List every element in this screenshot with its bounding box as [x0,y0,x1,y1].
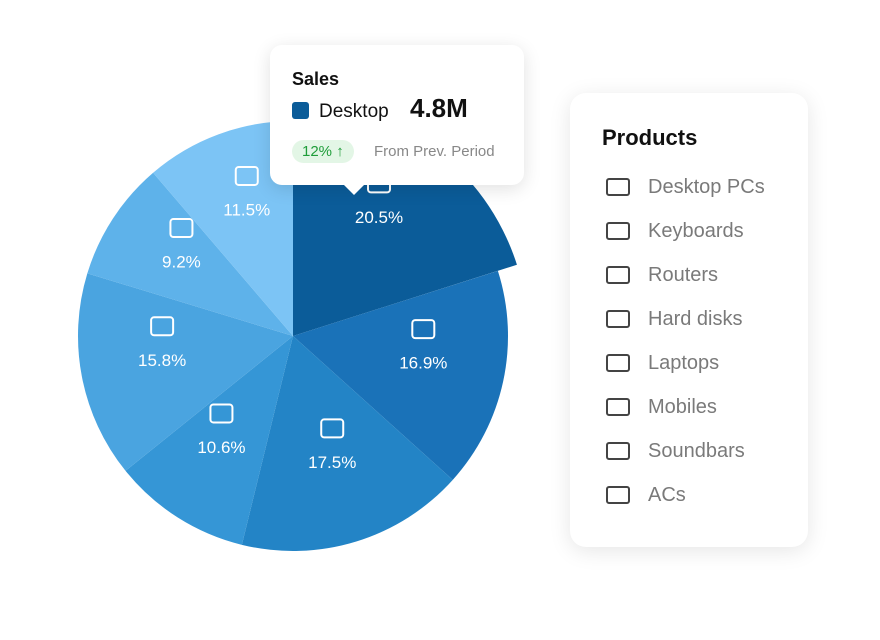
slice-label: 16.9% [399,354,447,373]
product-name: Desktop PCs [648,175,765,198]
product-icon [606,266,630,284]
product-item: ACs [606,483,686,507]
slice-label: 17.5% [308,453,356,472]
slice-label: 9.2% [162,253,201,272]
tooltip-change: 12% ↑ [292,140,354,163]
products-panel: Products Desktop PCs Keyboards Routers Hard… [570,93,808,547]
slice-label: 10.6% [197,438,245,457]
product-name: ACs [648,483,686,506]
product-name: Laptops [648,351,720,374]
product-icon [606,178,630,196]
slice-label: 11.5% [223,200,270,219]
slice-icon [169,218,194,239]
pie-slice [125,336,293,545]
slice-icon [320,418,345,439]
pie-slice [293,270,508,480]
slice-icon [411,319,436,340]
slice-icon [150,316,175,337]
product-icon [606,442,630,460]
product-name: Routers [648,263,719,286]
product-icon [606,222,630,240]
product-item: Soundbars [606,439,745,463]
product-name: Keyboards [648,219,744,242]
slice-icon [209,403,234,424]
slice-label: 20.5% [355,208,403,227]
product-name: Soundbars [648,439,745,462]
tooltip-swatch [292,102,309,119]
tooltip-note: From Prev. Period [374,143,495,160]
slice-icon [234,165,259,186]
product-item: Mobiles [606,395,717,419]
product-name: Hard disks [648,307,743,330]
panel-title: Products [602,125,698,150]
product-item: Laptops [606,351,719,375]
product-name: Mobiles [648,395,717,418]
product-icon [606,486,630,504]
product-item: Desktop PCs [606,175,765,199]
tooltip-title: Sales [292,69,340,89]
pie-slice [78,273,293,471]
product-icon [606,354,630,372]
pie-slice [241,336,453,551]
product-icon [606,398,630,416]
tooltip-label: Desktop [319,101,389,122]
tooltip-value: 4.8M [410,93,468,123]
tooltip: Sales Desktop 4.8M 12% ↑ From Prev. Peri… [270,45,524,195]
product-item: Keyboards [606,219,744,243]
product-item: Routers [606,263,718,287]
slice-label: 15.8% [138,351,186,370]
product-item: Hard disks [606,307,742,331]
pie-slice [87,172,293,336]
product-icon [606,310,630,328]
